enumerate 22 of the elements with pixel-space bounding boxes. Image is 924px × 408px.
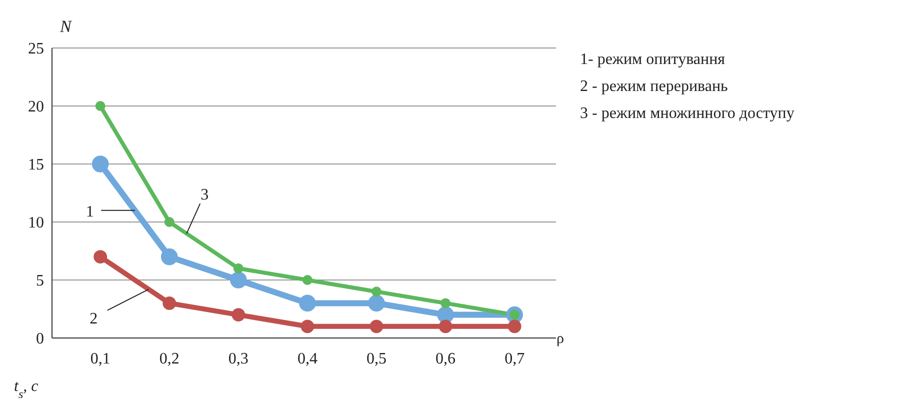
annotation: 1 bbox=[86, 203, 94, 220]
annotation: 3 bbox=[200, 186, 209, 204]
y-tick-label: 15 bbox=[28, 156, 44, 174]
text: 1- режим опитування bbox=[580, 50, 726, 70]
y-tick-label: 5 bbox=[36, 272, 44, 290]
x-tick-label: 0,4 bbox=[297, 350, 318, 368]
annotation: 2 bbox=[90, 310, 98, 328]
y-tick-label: 10 bbox=[28, 214, 44, 232]
y-tick-label: 0 bbox=[36, 330, 44, 348]
x-tick-label: 0,2 bbox=[159, 350, 180, 368]
x-tick-label: 0,1 bbox=[90, 350, 110, 368]
y-tick-label: 25 bbox=[28, 40, 44, 58]
text: 2 - режим переривань bbox=[580, 77, 729, 97]
x-tick-label: 0,6 bbox=[436, 350, 456, 368]
y-tick-label: 20 bbox=[28, 98, 44, 116]
x-tick-label: 0,7 bbox=[504, 350, 525, 368]
text: t$_{s}$, с bbox=[14, 378, 38, 401]
x-axis-title: ρ bbox=[556, 331, 564, 347]
text: 3 - режим множинного доступу bbox=[580, 104, 794, 124]
y-axis-title: N bbox=[59, 17, 73, 36]
x-tick-label: 0,3 bbox=[228, 350, 248, 368]
x-tick-label: 0,5 bbox=[366, 350, 386, 368]
